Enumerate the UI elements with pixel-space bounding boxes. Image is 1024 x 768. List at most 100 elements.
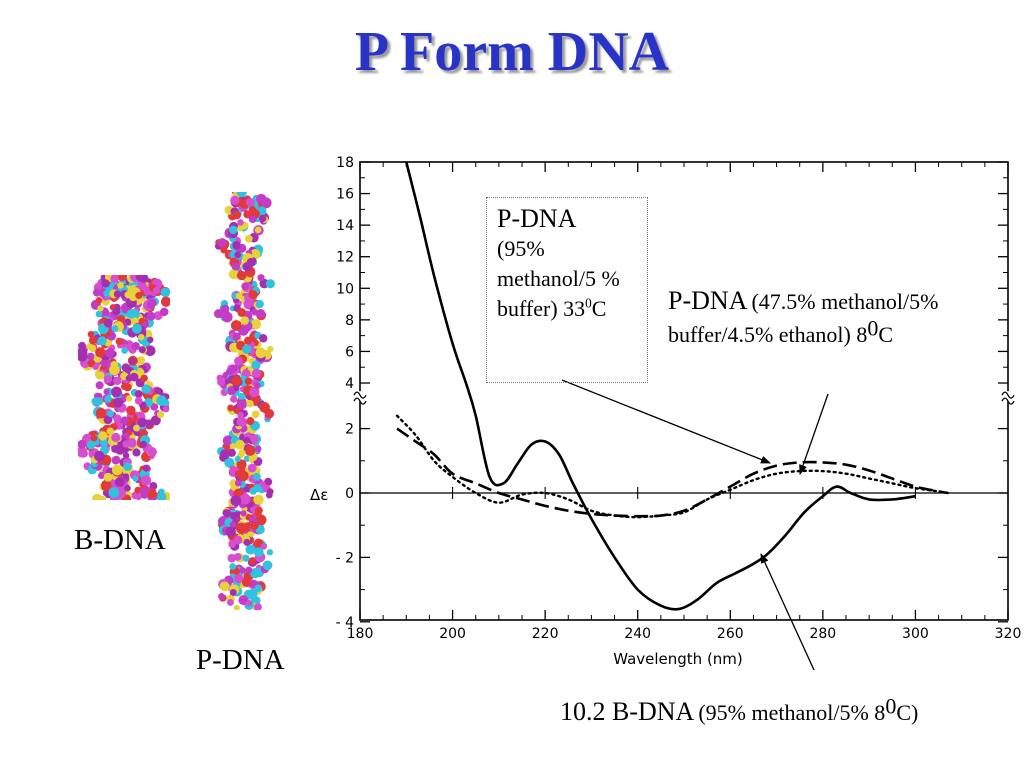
molecule-atom — [101, 479, 112, 491]
molecule-atom — [162, 399, 170, 407]
annotation-box-body: (95% methanol/5 % buffer) 33 — [497, 236, 620, 321]
molecule-atom — [140, 374, 148, 382]
slide-title: P Form DNA — [354, 21, 670, 83]
annotation-arrow-box — [561, 379, 771, 464]
axis-break-mark — [353, 391, 367, 399]
molecule-atom — [86, 440, 96, 450]
molecule-atom — [254, 547, 264, 557]
molecule-atom — [160, 296, 170, 307]
molecule-atom — [105, 348, 115, 358]
molecule-atom — [236, 399, 247, 410]
x-tick-label: 180 — [347, 626, 374, 642]
molecule-atom — [162, 405, 170, 413]
molecule-atom — [117, 275, 128, 282]
molecule-atom — [250, 319, 262, 330]
molecule-atom — [241, 282, 250, 291]
molecule-atom — [134, 396, 143, 405]
molecule-atom — [131, 342, 140, 351]
molecule-atom — [247, 588, 258, 599]
molecule-atom — [113, 397, 123, 408]
molecule-atom — [238, 449, 246, 457]
molecule-atom — [133, 424, 140, 432]
molecule-atom — [109, 364, 120, 376]
molecule-atom — [97, 305, 104, 312]
molecule-atom — [213, 309, 224, 319]
molecule-atom — [95, 407, 107, 419]
molecule-atom — [242, 344, 252, 354]
annotation-box-sup: 0 — [585, 295, 592, 311]
molecule-atom — [137, 417, 147, 428]
axis-break-mark — [1001, 391, 1015, 399]
molecule-atom — [239, 493, 251, 505]
molecule-atom — [148, 298, 157, 307]
molecule-atom — [232, 332, 241, 341]
molecule-atom — [249, 386, 260, 398]
cd-spectrum-chart: 180 200 220 240 260 280 300 320- 4- 20246810121… — [310, 155, 1022, 670]
y-tick-label: 16 — [336, 187, 354, 203]
molecule-atom — [113, 290, 122, 298]
molecule-atom — [120, 383, 128, 391]
molecule-atom — [140, 475, 152, 486]
molecule-atom — [237, 219, 244, 226]
molecule-atom — [243, 538, 251, 546]
molecule-atom — [248, 205, 257, 214]
series-dotted — [395, 414, 950, 519]
molecule-atom — [142, 465, 150, 472]
molecule-atom — [235, 292, 243, 300]
molecule-atom — [88, 344, 97, 353]
molecule-atom — [237, 411, 244, 419]
molecule-atom — [126, 309, 136, 319]
molecule-atom — [115, 337, 124, 346]
annotation-bottom-head: 10.2 B-DNA — [560, 697, 695, 726]
molecule-atom — [78, 439, 87, 449]
molecule-atom — [236, 459, 247, 470]
p-dna-molecule-image — [213, 192, 275, 610]
molecule-atom — [240, 510, 247, 517]
molecule-atom — [260, 197, 272, 209]
molecule-atom — [221, 311, 233, 323]
molecule-atom — [78, 347, 88, 359]
molecule-atom — [243, 210, 252, 219]
annotation-box-head: P-DNA — [497, 204, 577, 233]
molecule-atom — [139, 487, 148, 496]
molecule-atom — [230, 195, 240, 205]
molecule-atom — [111, 432, 121, 443]
molecule-atom — [255, 347, 267, 359]
molecule-atom — [255, 308, 266, 319]
molecule-atom — [122, 440, 130, 448]
molecule-atom — [120, 416, 129, 425]
molecule-atom — [245, 234, 253, 243]
molecule-atom — [156, 411, 165, 419]
annotation-bottom: 10.2 B-DNA (95% methanol/5% 80C) — [560, 695, 919, 731]
molecule-atom — [235, 522, 247, 534]
y-tick-label: - 4 — [336, 615, 355, 631]
molecule-atom — [128, 357, 136, 365]
molecule-atom — [101, 279, 110, 288]
annotation-bottom-tail: C) — [896, 700, 919, 725]
molecule-atom — [103, 375, 113, 384]
molecule-atom — [234, 479, 242, 487]
plot-frame — [359, 161, 1009, 621]
molecule-atom — [241, 369, 251, 378]
y-tick-label: 18 — [336, 155, 354, 171]
molecule-atom — [222, 435, 234, 446]
x-tick-label: 320 — [995, 626, 1022, 642]
molecule-atom — [131, 323, 142, 334]
molecule-atom — [110, 275, 119, 283]
molecule-atom — [111, 325, 119, 333]
molecule-atom — [126, 405, 136, 416]
x-tick-label: 220 — [532, 626, 559, 642]
molecule-atom — [255, 514, 267, 526]
molecule-atom — [96, 371, 105, 380]
molecule-atom — [229, 589, 237, 596]
molecule-atom — [103, 289, 112, 298]
molecule-atom — [234, 573, 244, 584]
molecule-atom — [257, 274, 265, 282]
molecule-atom — [134, 390, 143, 399]
molecule-atom — [254, 509, 262, 517]
molecule-atom — [251, 410, 260, 419]
molecule-atom — [230, 395, 238, 403]
molecule-atom — [95, 310, 103, 318]
molecule-atom — [251, 360, 261, 370]
molecule-atom — [123, 462, 132, 471]
